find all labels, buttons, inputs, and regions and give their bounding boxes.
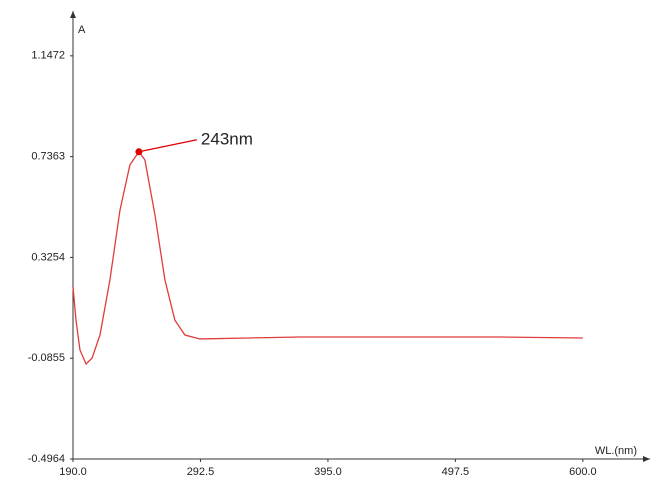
x-tick-label: 600.0	[569, 466, 597, 478]
peak-marker	[135, 148, 143, 156]
y-tick-label: 1.1472	[31, 50, 65, 62]
y-axis-arrow	[70, 11, 76, 18]
y-tick-label: 0.7363	[31, 151, 65, 163]
y-tick-label: -0.0855	[28, 352, 65, 364]
y-tick-label: -0.4964	[28, 453, 65, 465]
x-axis-label: WL.(nm)	[595, 445, 637, 457]
y-tick-label: 0.3254	[31, 251, 65, 263]
x-tick-label: 292.5	[187, 466, 215, 478]
x-tick-label: 497.5	[442, 466, 470, 478]
x-tick-label: 395.0	[314, 466, 342, 478]
annotation-leader	[138, 139, 198, 153]
y-axis-label: A	[78, 24, 86, 36]
spectrum-line	[72, 150, 583, 366]
x-tick-label: 190.0	[59, 466, 87, 478]
annotation-label: 243nm	[201, 129, 253, 148]
x-axis-arrow	[643, 456, 650, 462]
